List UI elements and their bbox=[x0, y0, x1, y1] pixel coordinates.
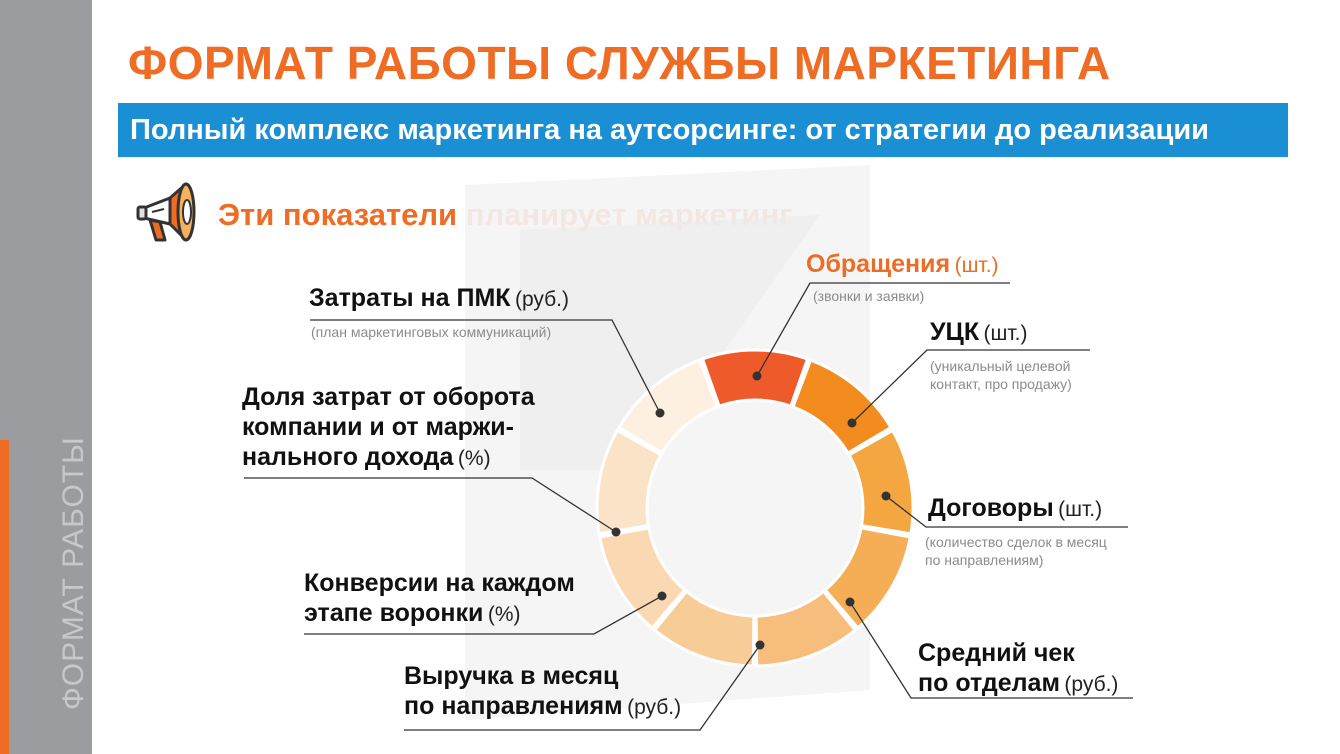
leader-sredniy-chek bbox=[849, 601, 1133, 699]
donut-segment bbox=[791, 358, 894, 456]
leader-konversii bbox=[304, 595, 663, 635]
label-obrashcheniya: Обращения (шт.) bbox=[806, 250, 999, 278]
leader-zatraty bbox=[591, 319, 661, 414]
donut-ring bbox=[595, 348, 915, 668]
leader-vyruchka bbox=[404, 644, 761, 731]
label-zatraty: Затраты на ПМК (руб.) bbox=[309, 284, 570, 312]
leader-dots bbox=[611, 371, 891, 650]
leader-dolya bbox=[244, 477, 617, 533]
label-sredniy-chek: Средний чек по отделам (руб.) bbox=[918, 639, 1119, 697]
page-title: ФОРМАТ РАБОТЫ СЛУЖБЫ МАРКЕТИНГА bbox=[128, 37, 1111, 89]
sidebar: ФОРМАТ РАБОТЫ bbox=[0, 0, 92, 754]
donut-segment bbox=[847, 428, 915, 536]
leader-uck bbox=[851, 349, 1090, 424]
leader-obrashcheniya bbox=[756, 282, 1010, 377]
watermark-inner bbox=[520, 215, 820, 470]
donut-segment bbox=[652, 589, 756, 668]
donut-segment bbox=[754, 589, 858, 668]
note-obrashcheniya: (звонки и заявки) bbox=[813, 288, 925, 304]
label-uck: УЦК (шт.) bbox=[930, 318, 1028, 346]
donut-segment bbox=[616, 358, 719, 456]
donut-segment bbox=[597, 526, 687, 631]
label-dogovory: Договоры (шт.) bbox=[928, 494, 1103, 522]
leader-lines bbox=[244, 282, 1133, 731]
label-konversii: Конверсии на каждом этапе воронки (%) bbox=[304, 569, 575, 627]
note-uck: (уникальный целевой контакт, про продажу… bbox=[930, 358, 1072, 392]
sidebar-accent-bar bbox=[0, 440, 9, 754]
note-zatraty: (план маркетинговых коммуникаций) bbox=[311, 324, 552, 340]
megaphone-icon bbox=[136, 182, 196, 242]
leader-dogovory bbox=[885, 495, 1128, 528]
label-dolya: Доля затрат от оборота компании и от мар… bbox=[242, 383, 535, 471]
donut-segment bbox=[595, 428, 663, 536]
note-dogovory: (количество сделок в месяц по направлени… bbox=[925, 534, 1107, 568]
subtitle-banner: Полный комплекс маркетинга на аутсорсинг… bbox=[118, 103, 1288, 157]
label-vyruchka: Выручка в месяц по направлениям (руб.) bbox=[404, 662, 682, 720]
